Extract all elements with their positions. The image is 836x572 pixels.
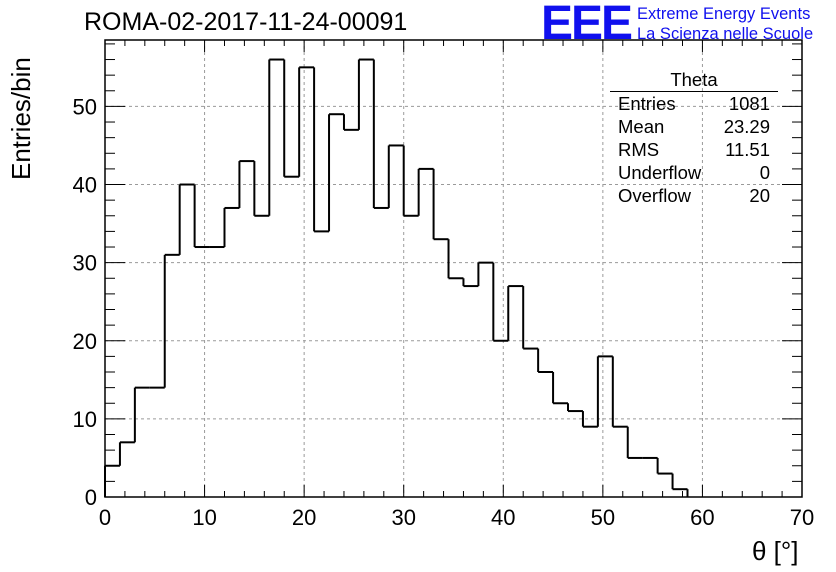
x-tick-label: 10 (192, 505, 216, 530)
x-axis-label: θ [°] (752, 536, 799, 566)
stats-box: Theta Entries 1081 Mean 23.29 RMS 11.51 … (610, 70, 778, 207)
plot-border (104, 39, 803, 498)
logo-caption-line2: La Scienza nelle Scuole (637, 25, 814, 43)
x-tick-label: 40 (491, 505, 515, 530)
y-tick-label: 50 (73, 94, 97, 119)
x-tick-label: 60 (690, 505, 714, 530)
x-tick-label: 20 (292, 505, 316, 530)
stats-value: 1081 (728, 93, 770, 114)
grid (105, 40, 802, 497)
stats-value: 23.29 (723, 116, 770, 137)
stats-row-overflow: Overflow 20 (610, 184, 778, 207)
stats-row-underflow: Underflow 0 (610, 161, 778, 184)
x-tick-label: 30 (391, 505, 415, 530)
y-tick-label: 30 (73, 251, 97, 276)
stats-label: Entries (618, 93, 676, 114)
y-tick-label: 10 (73, 407, 97, 432)
y-axis-label: Entries/bin (6, 57, 36, 180)
chart-title: ROMA-02-2017-11-24-00091 (84, 8, 408, 36)
stats-label: Mean (618, 116, 665, 137)
stats-row-mean: Mean 23.29 (610, 115, 778, 138)
stats-row-entries: Entries 1081 (610, 92, 778, 115)
y-tick-label: 0 (85, 485, 97, 510)
y-tick-label: 40 (73, 173, 97, 198)
histogram-series (104, 58, 689, 497)
x-tick-label: 50 (591, 505, 615, 530)
stats-value: 0 (759, 162, 770, 183)
stats-title: Theta (610, 70, 778, 92)
plot-frame (104, 39, 803, 498)
logo-caption-line1: Extreme Energy Events (637, 5, 811, 23)
y-tick-label: 20 (73, 329, 97, 354)
stats-label: RMS (618, 139, 660, 160)
stats-label: Underflow (618, 162, 702, 183)
stats-value: 11.51 (725, 139, 770, 160)
x-tick-label: 70 (790, 505, 814, 530)
logo-caption: Extreme Energy Events La Scienza nelle S… (637, 4, 813, 44)
eee-logo: EEE (541, 0, 633, 50)
stats-label: Overflow (618, 185, 691, 206)
axis-ticks (104, 40, 803, 498)
x-tick-label: 0 (99, 505, 111, 530)
tick-labels: 0 10 20 30 40 50 60 70 0 10 20 30 40 50 (73, 94, 815, 530)
stats-row-rms: RMS 11.51 (610, 138, 778, 161)
stats-value: 20 (749, 185, 770, 206)
